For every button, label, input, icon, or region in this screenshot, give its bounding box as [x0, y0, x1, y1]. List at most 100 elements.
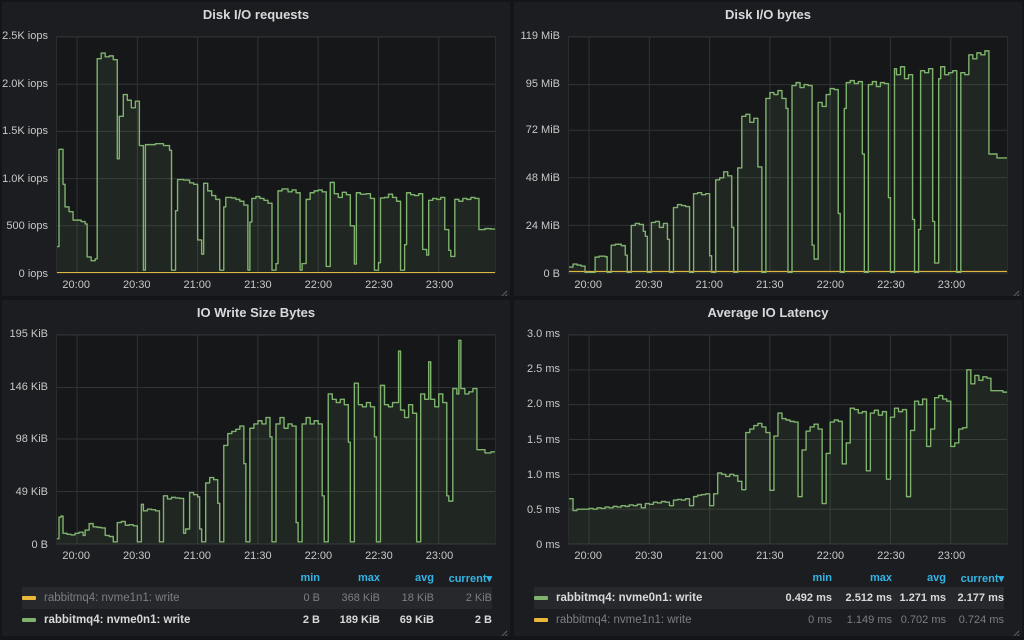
chart-canvas[interactable]	[56, 334, 496, 545]
chart-canvas[interactable]	[568, 36, 1008, 274]
legend-value-current: 2 B	[474, 614, 492, 626]
legend-value-max: 189 KiB	[339, 614, 380, 626]
x-axis-tick-label: 22:00	[816, 550, 845, 562]
legend-sort-header-min[interactable]: min	[300, 572, 320, 584]
x-axis-tick-label: 23:00	[425, 279, 454, 291]
x-axis: 20:00 20:30 21:00 21:30 22:00 22:30 23:00	[568, 545, 1008, 567]
y-axis-tick-label: 195 KiB	[9, 328, 48, 340]
x-axis-tick-label: 21:00	[183, 550, 212, 562]
legend-row: rabbitmq4: nvme1n1: write 0 ms 1.149 ms 0.7…	[534, 609, 1004, 631]
legend-value-min: 0 ms	[808, 614, 832, 626]
legend-sort-header-avg[interactable]: avg	[415, 572, 434, 584]
y-axis-tick-label: 95 MiB	[525, 78, 560, 90]
legend-sort-header-current[interactable]: current▾	[960, 572, 1004, 585]
panel-title[interactable]: Disk I/O bytes	[725, 7, 811, 22]
panel-resize-handle[interactable]	[1011, 285, 1020, 296]
y-axis-tick-label: 0 ms	[536, 539, 560, 551]
legend-value-current: 0.724 ms	[958, 614, 1004, 626]
panel-disk-io-requests: Disk I/O requests 0 iops 500 iops 1.0K iop…	[2, 2, 510, 296]
x-axis-tick-label: 22:30	[877, 550, 905, 562]
legend: min max avg current▾ rabbitmq4: nvme1n1: wri…	[2, 567, 510, 636]
legend-value-min: 2 B	[302, 614, 320, 626]
y-axis-tick-label: 3.0 ms	[526, 328, 560, 340]
y-axis-tick-label: 1.5 ms	[526, 433, 560, 446]
panel-average-io-latency: Average IO Latency 0 ms 0.5 ms 1.0 ms 1.5 m…	[514, 300, 1022, 636]
y-axis-tick-label: 1.5K iops	[2, 125, 48, 138]
plot-area: 0 B 24 MiB 48 MiB 72 MiB 95 MiB 119 MiB	[514, 28, 1022, 280]
x-axis-tick-label: 22:30	[365, 550, 393, 562]
x-axis-tick-label: 20:30	[634, 550, 663, 562]
panel-resize-handle[interactable]	[1011, 625, 1020, 636]
series-line-green	[569, 51, 1007, 273]
x-axis-tick-label: 20:30	[122, 550, 151, 562]
x-axis-tick-label: 21:30	[244, 550, 272, 562]
legend-value-min: 0.492 ms	[785, 592, 832, 604]
y-axis-tick-label: 2.5 ms	[526, 363, 560, 376]
legend-series-name: rabbitmq4: nvme0n1: write	[44, 614, 191, 626]
x-axis: 20:00 20:30 21:00 21:30 22:00 22:30 23:00	[56, 274, 496, 296]
y-axis-tick-label: 24 MiB	[525, 220, 560, 232]
legend-value-current: 2 KiB	[465, 592, 492, 604]
legend-row: rabbitmq4: nvme1n1: write 0 B 368 KiB 18 Ki…	[22, 587, 492, 609]
legend-sort-header-max[interactable]: max	[357, 572, 380, 584]
chart-canvas[interactable]	[568, 334, 1008, 545]
legend-sort-header-current[interactable]: current▾	[448, 572, 492, 585]
legend-series-toggle[interactable]: rabbitmq4: nvme1n1: write	[22, 592, 240, 604]
x-axis-tick-label: 21:00	[695, 550, 724, 562]
x-axis-tick-label: 23:00	[937, 550, 966, 562]
legend-header-row: min max avg current▾	[22, 569, 492, 587]
chart-canvas[interactable]	[56, 36, 496, 274]
panel-title[interactable]: Average IO Latency	[707, 305, 829, 320]
legend-row: rabbitmq4: nvme0n1: write 0.492 ms 2.512 m…	[534, 587, 1004, 609]
legend-series-toggle[interactable]: rabbitmq4: nvme0n1: write	[534, 592, 752, 604]
series-area-green	[569, 369, 1007, 544]
legend-sort-header-avg[interactable]: avg	[927, 572, 946, 584]
x-axis-tick-label: 20:00	[574, 550, 602, 562]
x-axis-tick-label: 21:00	[695, 279, 724, 291]
legend-series-color-swatch[interactable]	[534, 618, 548, 622]
legend-sort-header-max[interactable]: max	[869, 572, 892, 584]
panel-title[interactable]: IO Write Size Bytes	[196, 305, 316, 320]
panel-resize-handle[interactable]	[499, 625, 508, 636]
y-axis-tick-label: 500 iops	[6, 220, 48, 233]
legend-series-color-swatch[interactable]	[22, 618, 36, 622]
panel-title[interactable]: Disk I/O requests	[202, 7, 310, 22]
x-axis-tick-label: 23:00	[937, 279, 966, 291]
legend-sort-header-min[interactable]: min	[812, 572, 832, 584]
x-axis-tick-label: 20:30	[122, 279, 151, 291]
legend-series-toggle[interactable]: rabbitmq4: nvme1n1: write	[534, 614, 752, 626]
y-axis-tick-label: 2.0 ms	[526, 398, 560, 411]
y-axis-tick-label: 98 KiB	[15, 432, 48, 445]
y-axis-tick-label: 119 MiB	[520, 30, 560, 42]
panel-io-write-size-bytes: IO Write Size Bytes 0 B 49 KiB 98 KiB 146 K…	[2, 300, 510, 636]
x-axis-tick-label: 21:30	[756, 279, 784, 291]
series-line-green	[57, 53, 495, 270]
x-axis-tick-label: 20:30	[634, 279, 663, 291]
x-axis-tick-label: 22:30	[365, 279, 393, 291]
series-line-green	[569, 370, 1007, 511]
panel-resize-handle[interactable]	[499, 285, 508, 296]
legend-series-color-swatch[interactable]	[534, 596, 548, 600]
x-axis-tick-label: 21:30	[756, 550, 784, 562]
x-axis-tick-label: 21:00	[183, 279, 212, 291]
legend-value-current: 2.177 ms	[957, 592, 1004, 604]
legend-series-color-swatch[interactable]	[22, 596, 36, 600]
y-axis-tick-label: 1.0 ms	[526, 468, 560, 481]
y-axis-tick-label: 49 KiB	[15, 485, 48, 498]
series-area-green	[57, 53, 495, 273]
x-axis-tick-label: 20:00	[62, 279, 90, 291]
x-axis-tick-label: 21:30	[244, 279, 272, 291]
legend-series-toggle[interactable]: rabbitmq4: nvme0n1: write	[22, 614, 240, 626]
y-axis: 0 ms 0.5 ms 1.0 ms 1.5 ms 2.0 ms 2.5 ms 3.0 ms	[514, 328, 568, 551]
plot-area: 0 iops 500 iops 1.0K iops 1.5K iops 2.0K iop…	[2, 28, 510, 280]
y-axis-tick-label: 146 KiB	[9, 381, 48, 394]
y-axis-tick-label: 0 iops	[18, 268, 48, 280]
x-axis: 20:00 20:30 21:00 21:30 22:00 22:30 23:00	[568, 274, 1008, 296]
plot-area: 0 ms 0.5 ms 1.0 ms 1.5 ms 2.0 ms 2.5 ms 3.0 ms	[514, 326, 1022, 551]
series-line-green	[57, 340, 495, 541]
y-axis: 0 B 24 MiB 48 MiB 72 MiB 95 MiB 119 MiB	[514, 30, 568, 280]
y-axis-tick-label: 2.0K iops	[2, 77, 48, 90]
y-axis-tick-label: 72 MiB	[525, 124, 560, 136]
plot-area: 0 B 49 KiB 98 KiB 146 KiB 195 KiB	[2, 326, 510, 551]
